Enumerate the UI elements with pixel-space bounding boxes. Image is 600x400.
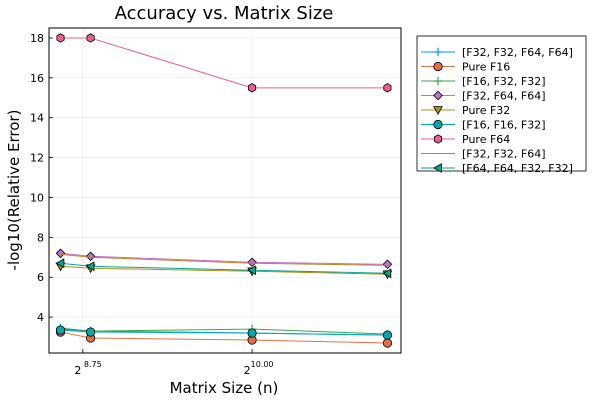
legend-item: [F16, F16, F32]	[421, 119, 546, 132]
series-line	[60, 262, 388, 274]
data-point	[247, 328, 257, 338]
x-tick-label-exponent: 10.00	[251, 360, 274, 369]
x-axis-label: Matrix Size (n)	[170, 379, 279, 397]
data-point	[382, 330, 393, 340]
series-line	[60, 265, 388, 275]
y-tick-label: 12	[30, 152, 44, 165]
legend-marker	[433, 90, 443, 101]
legend-label: [F32, F32, F64]	[462, 148, 546, 161]
y-axis-label: -log10(Relative Error)	[5, 110, 23, 271]
data-point	[86, 327, 96, 337]
data-point	[248, 83, 257, 93]
data-point	[382, 268, 392, 279]
grid	[49, 28, 401, 353]
legend-marker	[433, 106, 443, 116]
legend-label: [F32, F64, F64]	[462, 90, 546, 103]
legend-box	[416, 35, 587, 172]
legend-item: [F32, F32, F64]	[421, 148, 546, 161]
legend-marker	[433, 61, 443, 72]
series	[56, 33, 392, 93]
legend-marker	[433, 119, 443, 130]
legend-marker	[433, 76, 443, 86]
series	[55, 248, 393, 270]
data-point	[247, 257, 257, 268]
series-line	[60, 252, 388, 265]
legend-marker	[433, 134, 443, 144]
series	[60, 253, 388, 266]
legend-item: Pure F64	[421, 133, 510, 146]
legend-label: [F32, F32, F64, F64]	[462, 46, 573, 59]
legend-item: Pure F32	[421, 104, 510, 117]
data-point	[55, 248, 66, 259]
series	[55, 258, 392, 279]
series-line	[60, 329, 388, 336]
legend-item: [F16, F32, F32]	[421, 75, 546, 88]
y-tick-label: 4	[37, 311, 44, 324]
legend-label: Pure F64	[462, 133, 510, 146]
chart-title: Accuracy vs. Matrix Size	[115, 3, 334, 24]
series	[55, 262, 393, 280]
y-tick-label: 10	[30, 191, 44, 204]
legend-label: [F16, F16, F32]	[462, 119, 546, 132]
series-line	[60, 327, 388, 335]
legend-label: [F64, F64, F32, F32]	[462, 162, 573, 175]
data-point	[85, 261, 95, 272]
data-point	[247, 265, 256, 276]
x-tick-label: 2	[74, 364, 81, 377]
legend-marker	[433, 47, 443, 57]
y-tick-label: 14	[30, 112, 44, 125]
legend-item: [F64, F64, F32, F32]	[421, 162, 573, 175]
y-tick-label: 8	[37, 231, 44, 244]
legend-item: [F32, F64, F64]	[421, 90, 546, 103]
series-line	[60, 331, 388, 344]
data-point	[86, 33, 95, 43]
data-point	[382, 259, 393, 270]
data-point	[382, 338, 393, 348]
legend: [F32, F32, F64, F64] Pure F16[F16, F32, F…	[416, 35, 587, 175]
data-point	[56, 33, 65, 43]
series-line	[60, 37, 388, 89]
legend-label: [F16, F32, F32]	[462, 75, 546, 88]
data-point	[85, 251, 96, 262]
plot-frame	[48, 27, 402, 354]
data-point	[55, 258, 65, 269]
x-tick-label: 2	[244, 364, 251, 377]
series-layer	[55, 33, 393, 348]
data-point	[383, 83, 392, 93]
y-tick-label: 16	[30, 72, 44, 85]
legend-label: Pure F16	[462, 61, 510, 74]
series	[56, 323, 392, 339]
legend-label: Pure F32	[462, 104, 510, 117]
y-tick-label: 18	[30, 32, 44, 45]
series	[55, 325, 393, 340]
series-line	[60, 253, 388, 266]
x-tick-label-exponent: 8.75	[84, 360, 102, 369]
legend-item: Pure F16	[421, 61, 510, 74]
data-point	[55, 325, 66, 335]
y-tick-label: 6	[37, 271, 44, 284]
legend-item: [F32, F32, F64, F64]	[421, 46, 573, 59]
legend-marker	[432, 163, 442, 173]
